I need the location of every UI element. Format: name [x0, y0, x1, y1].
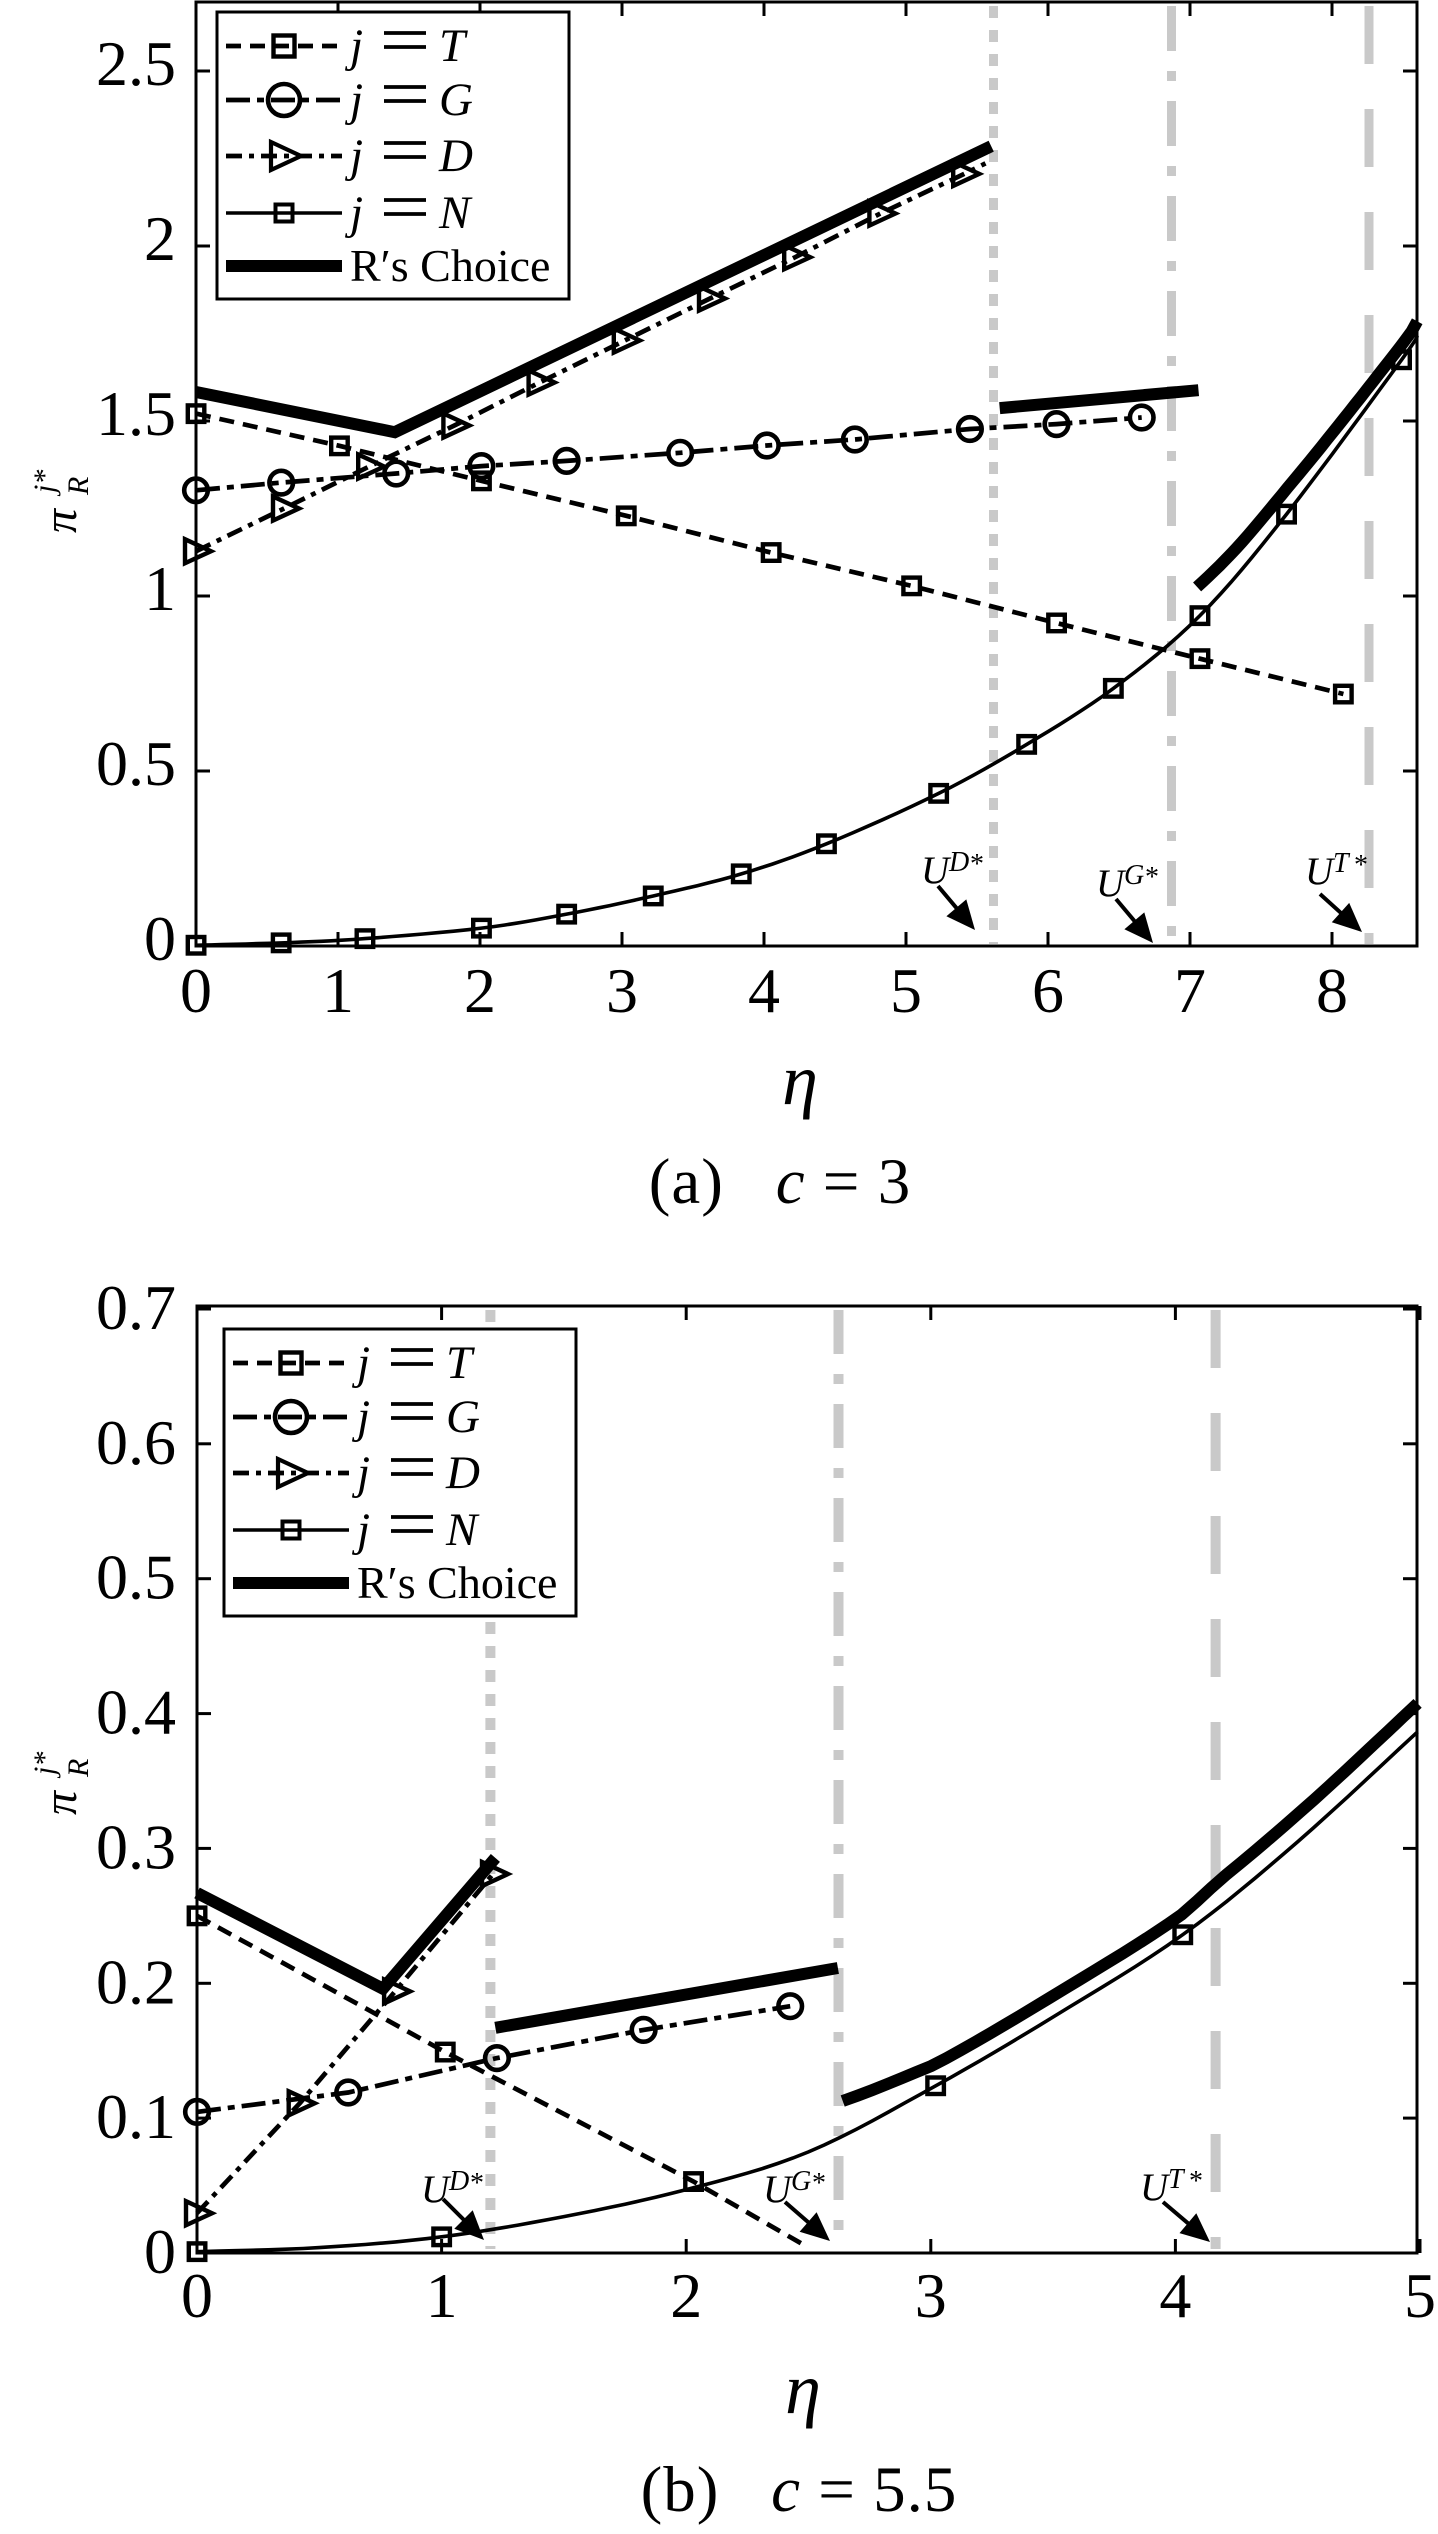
svg-text:0.5: 0.5: [96, 728, 176, 799]
svg-text:0.2: 0.2: [96, 1946, 176, 2017]
svg-text:U: U: [921, 849, 952, 892]
svg-text:0: 0: [144, 903, 176, 974]
svg-text:0.3: 0.3: [96, 1811, 176, 1882]
svg-text:*: *: [1145, 862, 1159, 893]
svg-text:*: *: [970, 849, 984, 880]
svg-text:G: G: [439, 74, 473, 126]
svg-text:2: 2: [144, 203, 176, 274]
svg-text:N: N: [438, 187, 473, 239]
svg-text:0.5: 0.5: [96, 1542, 176, 1613]
svg-text:j*: j*: [28, 1752, 61, 1779]
svg-text:0: 0: [181, 2260, 213, 2331]
svg-text:3: 3: [915, 2260, 947, 2331]
svg-text:0: 0: [180, 955, 212, 1026]
svg-text:2: 2: [464, 955, 496, 1026]
svg-text:R: R: [62, 477, 95, 496]
svg-text:7: 7: [1174, 955, 1206, 1026]
svg-text:D: D: [438, 130, 473, 182]
svg-text:T: T: [439, 20, 468, 72]
svg-text:1: 1: [322, 955, 354, 1026]
svg-text:G: G: [791, 2166, 811, 2197]
svg-text:0.7: 0.7: [96, 1272, 176, 1343]
svg-text:5: 5: [1404, 2260, 1436, 2331]
svg-text:D: D: [445, 1447, 480, 1499]
svg-text:π: π: [34, 507, 87, 533]
svg-text:T: T: [1333, 848, 1351, 879]
svg-text:8: 8: [1316, 955, 1348, 1026]
svg-text:*: *: [1189, 2166, 1203, 2197]
svg-text:1: 1: [144, 553, 176, 624]
svg-text:3: 3: [606, 955, 638, 1026]
svg-text:D: D: [948, 847, 969, 878]
svg-text:0: 0: [144, 2216, 176, 2287]
svg-text:*: *: [470, 2168, 484, 2199]
svg-text:1.5: 1.5: [96, 378, 176, 449]
svg-text:j*: j*: [28, 470, 61, 497]
svg-text:4: 4: [748, 955, 780, 1026]
svg-text:0.1: 0.1: [96, 2081, 176, 2152]
svg-text:η: η: [782, 1040, 818, 1120]
svg-text:R: R: [62, 1759, 95, 1778]
svg-text:T: T: [1168, 2164, 1186, 2195]
svg-text:T: T: [446, 1337, 475, 1389]
svg-text:G: G: [446, 1391, 480, 1443]
svg-text:η: η: [785, 2349, 821, 2429]
svg-text:R′s Choice: R′s Choice: [350, 240, 550, 291]
svg-text:U: U: [1305, 850, 1336, 893]
svg-text:1: 1: [426, 2260, 458, 2331]
svg-text:(b) c = 5.5: (b) c = 5.5: [641, 2454, 958, 2526]
svg-text:2.5: 2.5: [96, 28, 176, 99]
svg-text:π: π: [34, 1789, 87, 1815]
svg-text:*: *: [1354, 850, 1368, 881]
svg-text:(a) c = 3: (a) c = 3: [649, 1146, 911, 1218]
svg-text:0.4: 0.4: [96, 1677, 176, 1748]
svg-text:4: 4: [1159, 2260, 1191, 2331]
svg-text:U: U: [1096, 862, 1127, 905]
svg-text:5: 5: [890, 955, 922, 1026]
svg-text:2: 2: [670, 2260, 702, 2331]
svg-text:*: *: [812, 2168, 826, 2199]
svg-text:N: N: [445, 1504, 480, 1556]
svg-text:D: D: [448, 2166, 469, 2197]
svg-text:R′s Choice: R′s Choice: [357, 1557, 557, 1608]
svg-text:6: 6: [1032, 955, 1064, 1026]
svg-text:G: G: [1124, 860, 1144, 891]
svg-text:0.6: 0.6: [96, 1407, 176, 1478]
